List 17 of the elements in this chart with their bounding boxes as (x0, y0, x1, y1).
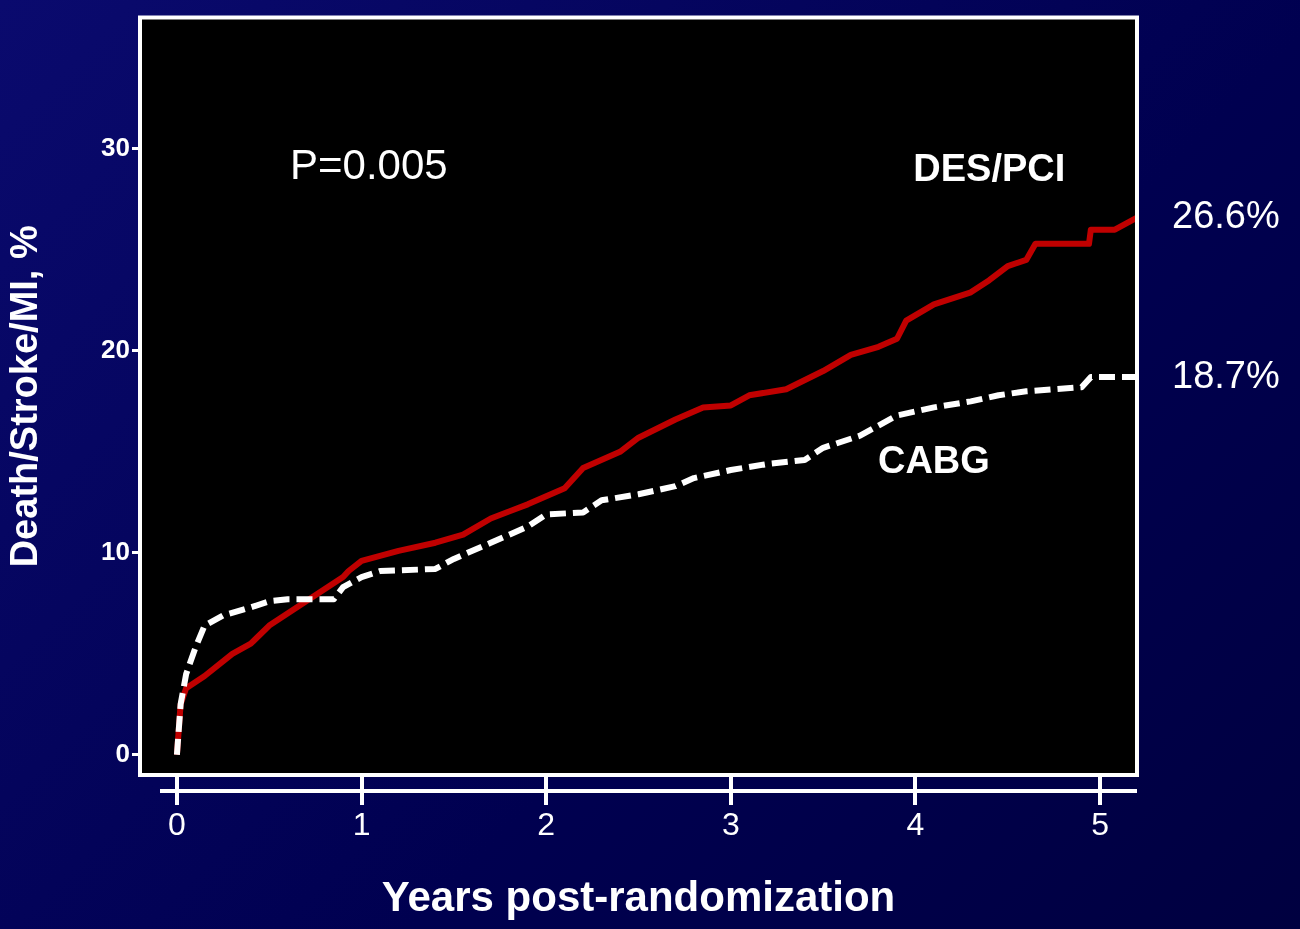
y-tick-label: 0 (115, 737, 130, 768)
x-axis-title: Years post-randomization (381, 873, 896, 921)
x-tick-label: 4 (906, 806, 925, 843)
y-tick-label: 10 (101, 536, 130, 566)
annotation: P=0.005 (290, 141, 448, 189)
x-tick-label: 3 (721, 806, 740, 843)
x-tick-label: 0 (168, 806, 186, 843)
annotation: 26.6% (1172, 194, 1280, 237)
x-tick-label: 1 (352, 806, 371, 843)
x-tick-label: 5 (1091, 806, 1109, 843)
y-tick-label: 20 (101, 334, 130, 365)
y-axis-title: Death/Stroke/MI, % (3, 225, 46, 568)
x-tick-label: 2 (537, 806, 556, 843)
series-label: DES/PCI (913, 146, 1066, 189)
y-tick-label: 30 (101, 132, 130, 163)
annotation: 18.7% (1172, 353, 1280, 396)
series-label: CABG (877, 438, 990, 481)
